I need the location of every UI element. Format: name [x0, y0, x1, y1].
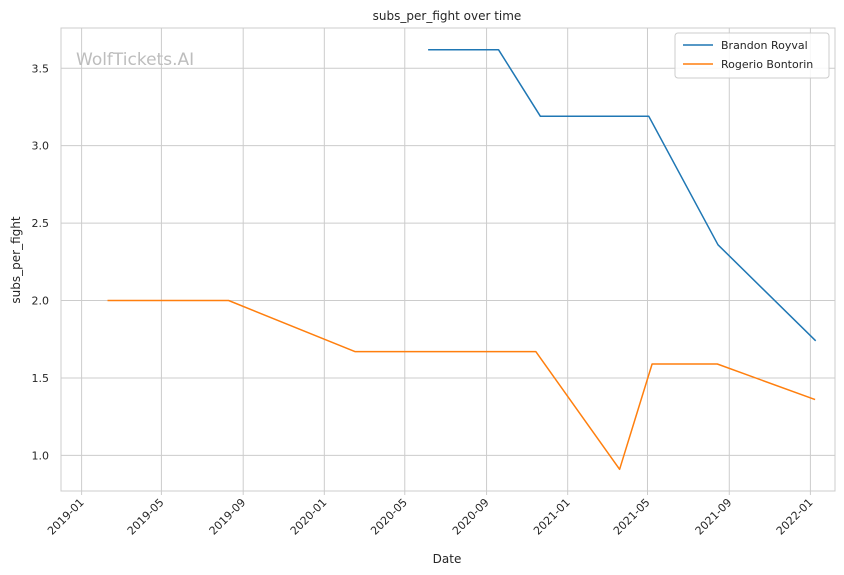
axes-frame	[60, 27, 836, 492]
y-axis-label: subs_per_fight	[9, 216, 23, 303]
series-line-brandon-royval	[428, 48, 817, 342]
y-tick-label: 1.0	[32, 449, 50, 462]
y-tick-label: 3.0	[32, 140, 50, 153]
y-tick-labels: 1.0 1.5 2.0 2.5 3.0 3.5	[32, 62, 50, 462]
y-tick-label: 1.5	[32, 372, 50, 385]
y-tick-label: 2.5	[32, 217, 50, 230]
legend-box	[674, 32, 830, 79]
y-tick-label: 2.0	[32, 295, 50, 308]
series-layer	[107, 48, 817, 471]
watermark: WolfTickets.AI	[76, 50, 194, 70]
y-tick-label: 3.5	[32, 62, 50, 75]
legend: Brandon Royval Rogerio Bontorin	[674, 32, 830, 79]
chart-title: subs_per_fight over time	[373, 9, 522, 23]
legend-label-rogerio-bontorin: Rogerio Bontorin	[721, 58, 813, 71]
series-line-rogerio-bontorin	[107, 299, 816, 471]
x-axis-label: Date	[433, 552, 462, 566]
legend-label-brandon-royval: Brandon Royval	[721, 39, 808, 52]
